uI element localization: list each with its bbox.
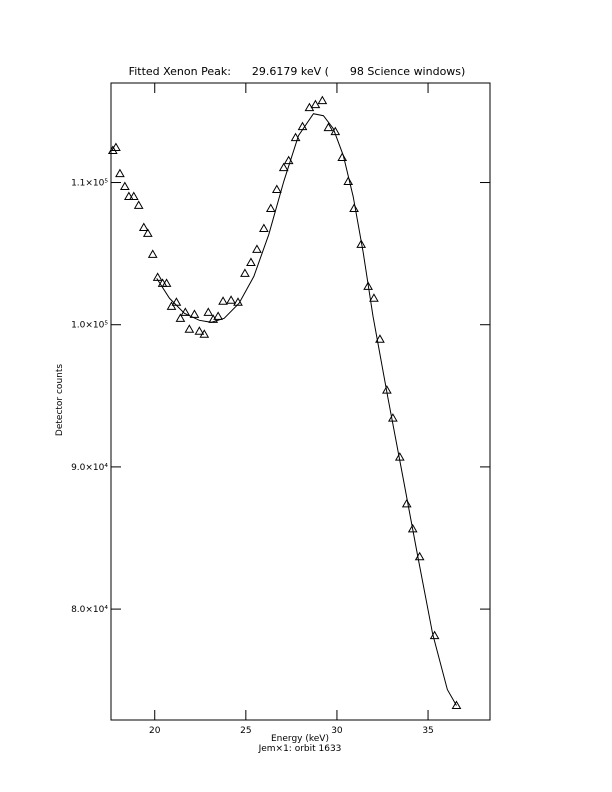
- data-point: [189, 309, 200, 318]
- data-point: [213, 311, 224, 320]
- data-point: [147, 249, 158, 258]
- data-point: [184, 324, 195, 333]
- data-point: [161, 278, 172, 287]
- y-tick-label: 1.0×10⁵: [71, 321, 108, 331]
- data-point: [246, 257, 256, 266]
- data-point: [271, 184, 282, 193]
- data-point: [107, 145, 118, 155]
- data-point: [401, 498, 412, 508]
- data-point: [138, 222, 149, 231]
- data-point: [115, 168, 125, 178]
- data-point: [337, 152, 348, 162]
- data-point: [252, 244, 262, 253]
- data-point: [142, 228, 153, 237]
- y-tick-label: 9.0×10⁴: [71, 463, 108, 473]
- data-point: [111, 142, 121, 152]
- x-tick-label: 20: [149, 726, 161, 736]
- y-tick-label: 8.0×10⁴: [71, 605, 108, 615]
- data-point: [128, 191, 139, 200]
- chart-title: Fitted Xenon Peak: 29.6179 keV ( 98 Scie…: [129, 65, 466, 78]
- data-point: [119, 181, 130, 191]
- data-point: [259, 223, 269, 232]
- data-point: [166, 301, 177, 310]
- data-point: [278, 162, 289, 172]
- data-point: [375, 334, 385, 343]
- data-point: [356, 239, 367, 248]
- subtitle: Jem×1: orbit 1633: [258, 744, 342, 754]
- y-axis-label: Detector counts: [55, 364, 65, 436]
- data-point: [323, 122, 334, 132]
- data-point: [265, 203, 276, 213]
- data-point: [369, 293, 379, 302]
- x-tick-label: 30: [331, 726, 343, 736]
- data-point: [388, 413, 398, 422]
- data-point: [317, 95, 328, 105]
- x-axis-label: Energy (keV): [271, 734, 329, 744]
- data-point: [194, 326, 205, 335]
- data-point: [208, 314, 219, 323]
- data-point: [240, 268, 250, 277]
- data-point: [429, 630, 440, 640]
- plot-frame: [110, 82, 491, 721]
- data-point: [218, 296, 228, 305]
- x-tick-label: 25: [240, 726, 251, 736]
- y-tick-label: 1.1×10⁵: [71, 179, 108, 189]
- data-point: [203, 307, 214, 316]
- data-point: [226, 295, 236, 304]
- data-point: [199, 329, 210, 338]
- data-point: [310, 99, 321, 109]
- data-point: [123, 191, 134, 200]
- data-point: [175, 313, 186, 322]
- data-point: [363, 281, 373, 290]
- data-point: [349, 203, 359, 213]
- data-point: [133, 200, 144, 209]
- data-point: [343, 176, 354, 186]
- fit-line: [156, 113, 457, 706]
- data-point: [451, 700, 462, 709]
- x-tick-label: 35: [422, 726, 433, 736]
